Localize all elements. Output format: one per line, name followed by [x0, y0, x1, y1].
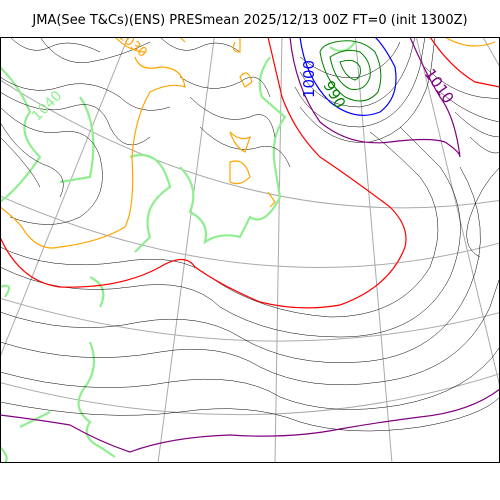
pressure-map: 1000 990 1010 1040 1030	[0, 37, 500, 463]
isobars-black	[0, 37, 500, 432]
isobar-green	[319, 40, 382, 102]
isobar-red	[0, 37, 407, 309]
graticule	[0, 37, 500, 463]
isobar-purple-south	[0, 388, 500, 453]
isobar-orange	[0, 37, 496, 249]
isobar-red-ne	[429, 37, 500, 88]
map-title: JMA(See T&Cs)(ENS) PRESmean 2025/12/13 0…	[32, 13, 468, 28]
isobar-purple-north	[289, 37, 461, 158]
isobar-blue	[299, 37, 397, 116]
label-1000: 1000	[300, 60, 318, 98]
